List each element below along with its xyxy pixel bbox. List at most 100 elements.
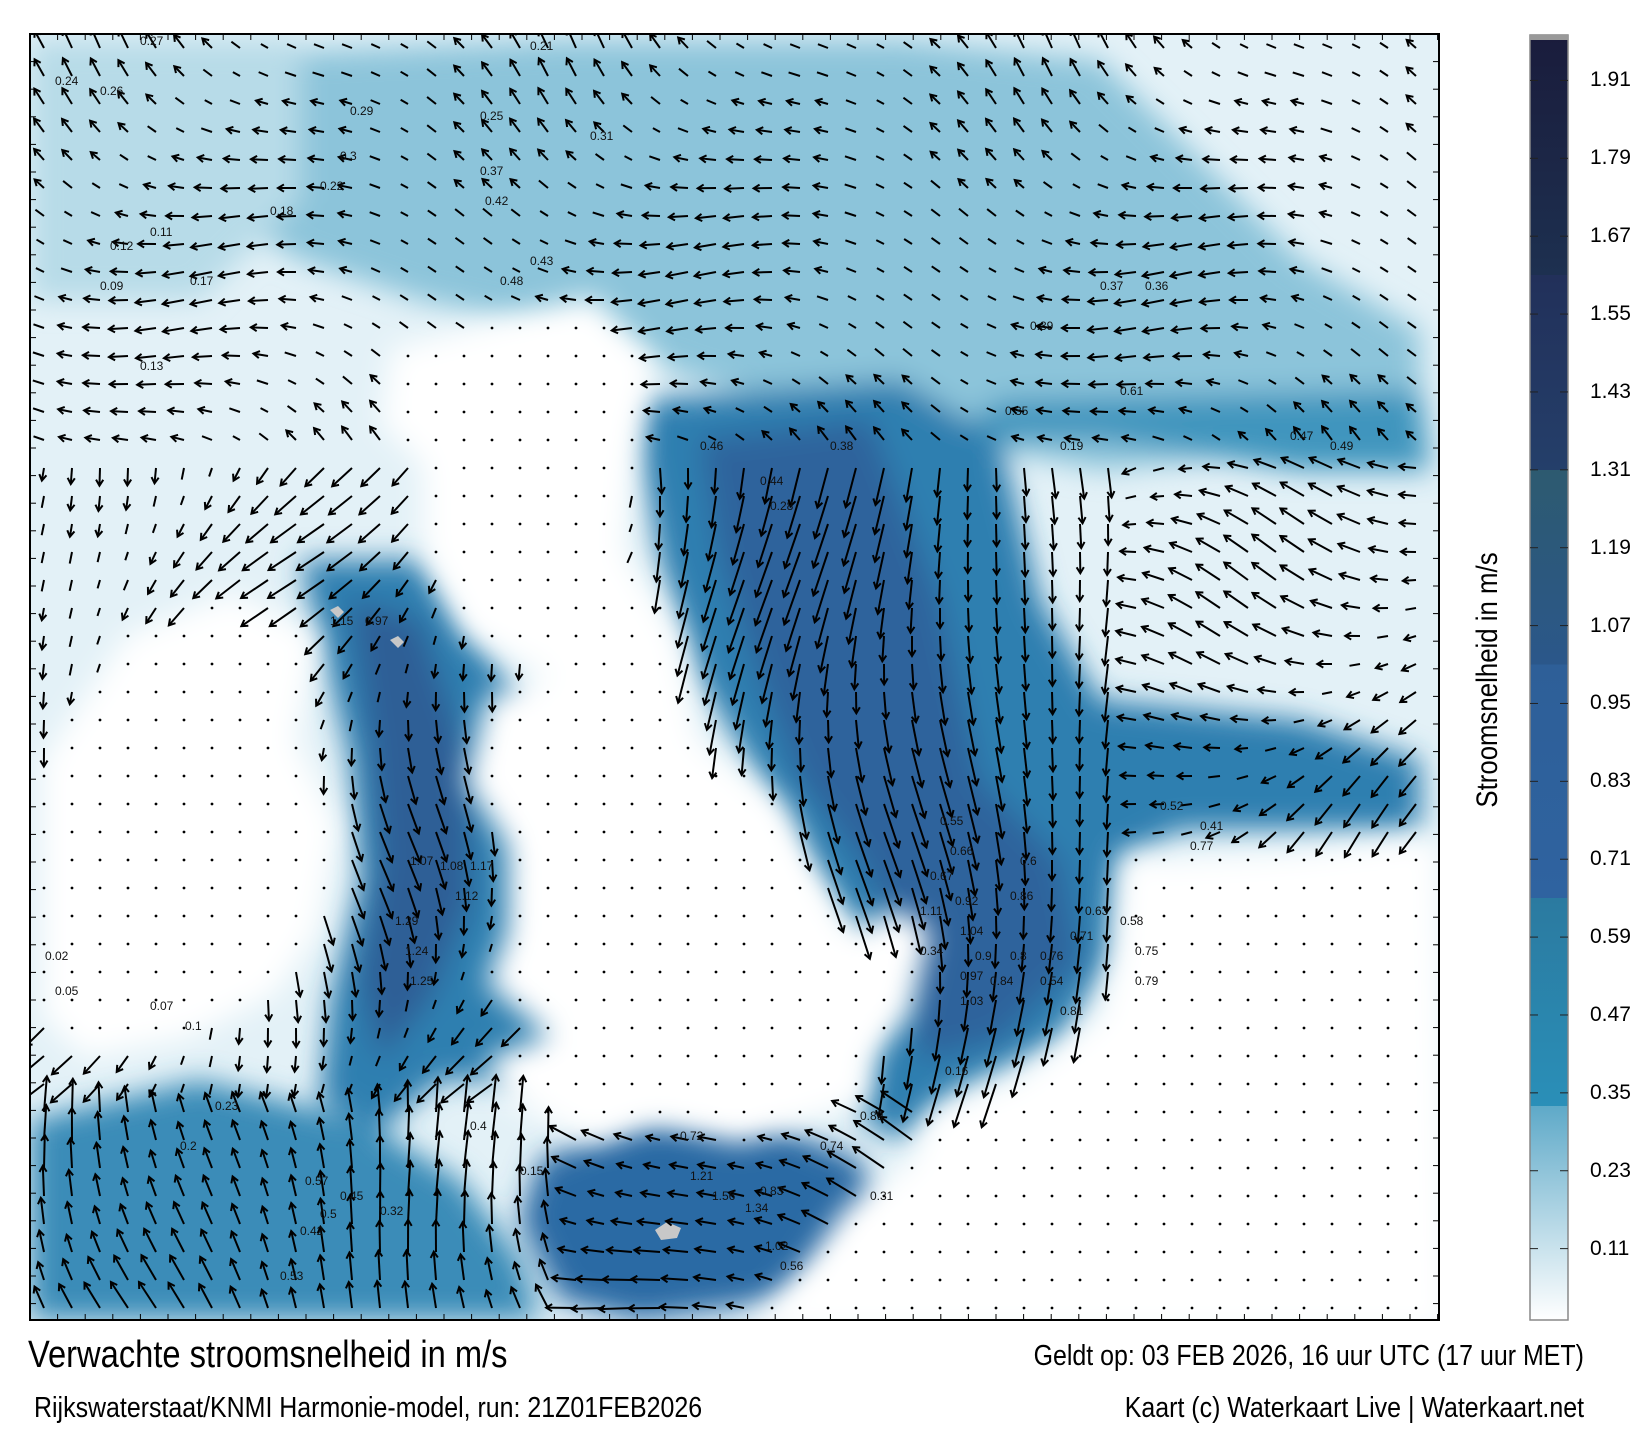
current-arrow [68, 607, 73, 619]
current-arrow [1175, 771, 1193, 781]
current-arrow [1350, 348, 1361, 357]
current-arrow [456, 1252, 466, 1281]
current-arrow [907, 635, 917, 658]
zero-current-dot [938, 1250, 942, 1254]
current-arrow [883, 831, 903, 879]
current-arrow [639, 379, 661, 389]
current-arrow [1293, 43, 1305, 49]
zero-current-dot [854, 942, 858, 946]
current-arrow [312, 71, 325, 77]
current-arrow [1226, 212, 1249, 222]
current-arrow [855, 831, 874, 878]
zero-current-dot [854, 1082, 858, 1086]
current-arrow [500, 1027, 521, 1048]
zero-current-dot [182, 802, 186, 806]
current-arrow [902, 320, 913, 329]
current-arrow [139, 434, 157, 443]
zero-current-dot [1358, 1082, 1362, 1086]
current-arrow [296, 579, 325, 600]
current-arrow [1100, 635, 1110, 667]
current-arrow [1070, 1027, 1081, 1064]
current-arrow [1091, 434, 1109, 444]
current-arrow [316, 1116, 325, 1141]
zero-current-dot [1330, 942, 1334, 946]
current-arrow [40, 551, 45, 564]
zero-current-dot [1302, 1222, 1306, 1226]
zero-current-dot [266, 690, 270, 694]
speed-label: 0.43 [530, 254, 554, 268]
current-arrow [1351, 71, 1361, 77]
zero-current-dot [1078, 1222, 1082, 1226]
current-arrow [693, 213, 717, 223]
current-arrow [933, 523, 943, 554]
zero-current-dot [742, 802, 746, 806]
current-arrow [200, 37, 213, 49]
speed-label: 0.36 [1145, 279, 1169, 293]
speed-label: 0.8 [1010, 949, 1027, 963]
current-arrow [794, 719, 804, 746]
current-arrow [902, 347, 913, 357]
current-arrow [1398, 775, 1417, 798]
current-arrow [287, 379, 297, 385]
zero-current-dot [966, 1110, 970, 1114]
current-arrow [230, 1202, 241, 1225]
zero-current-dot [266, 858, 270, 862]
zero-current-dot [714, 886, 718, 890]
current-arrow [534, 293, 549, 303]
current-arrow [939, 719, 951, 758]
current-arrow [911, 831, 930, 878]
current-arrow [120, 607, 129, 622]
current-arrow [626, 551, 633, 564]
current-arrow [1047, 663, 1057, 688]
zero-current-dot [658, 802, 662, 806]
land-central [380, 296, 932, 1143]
zero-current-dot [70, 746, 74, 750]
current-arrow [883, 915, 899, 959]
current-arrow [40, 1132, 50, 1169]
zero-current-dot [238, 970, 242, 974]
current-arrow [584, 295, 605, 305]
current-arrow [275, 212, 297, 221]
current-arrow [783, 607, 801, 653]
current-arrow [248, 323, 269, 333]
land-islands [330, 606, 681, 1240]
current-arrow [1204, 125, 1221, 135]
current-arrow [1181, 38, 1193, 49]
current-arrow [480, 118, 493, 133]
zero-current-dot [826, 1250, 830, 1254]
current-arrow [987, 237, 997, 245]
current-arrow [1239, 406, 1249, 413]
current-arrow [620, 92, 633, 105]
current-arrow [812, 153, 829, 163]
speed-label: 0.77 [1190, 839, 1214, 853]
current-arrow [677, 127, 689, 133]
current-arrow [695, 1189, 717, 1199]
zero-current-dot [882, 1222, 886, 1226]
zero-current-dot [154, 662, 158, 666]
zero-current-dot [434, 382, 438, 386]
current-arrow [903, 181, 913, 189]
zero-current-dot [602, 690, 606, 694]
zero-current-dot [490, 746, 494, 750]
zero-current-dot [574, 634, 578, 638]
current-arrow [167, 1281, 185, 1309]
current-arrow [1125, 155, 1137, 161]
current-arrow [816, 425, 829, 441]
current-arrow [1086, 352, 1109, 362]
zero-current-dot [98, 858, 102, 862]
current-arrow [873, 373, 885, 385]
current-arrow [696, 351, 717, 361]
current-arrow [345, 1138, 355, 1169]
current-arrow [875, 211, 885, 217]
current-arrow [480, 148, 493, 161]
current-arrow [1009, 349, 1025, 359]
zero-current-dot [1162, 1054, 1166, 1058]
current-arrow [369, 127, 381, 133]
speed-label: 0.07 [150, 999, 174, 1013]
speed-label: 0.56 [780, 1259, 804, 1273]
current-arrow [958, 237, 969, 245]
current-arrow [1140, 624, 1165, 637]
zero-current-dot [42, 830, 46, 834]
current-arrow [900, 428, 913, 441]
zero-current-dot [1330, 1194, 1334, 1198]
